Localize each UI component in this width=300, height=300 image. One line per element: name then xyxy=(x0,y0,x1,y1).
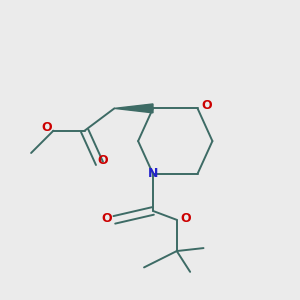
Text: O: O xyxy=(180,212,191,225)
Text: O: O xyxy=(97,154,108,167)
Text: O: O xyxy=(42,121,52,134)
Polygon shape xyxy=(114,104,153,113)
Text: O: O xyxy=(201,99,212,112)
Text: N: N xyxy=(148,167,158,180)
Text: O: O xyxy=(102,212,112,225)
